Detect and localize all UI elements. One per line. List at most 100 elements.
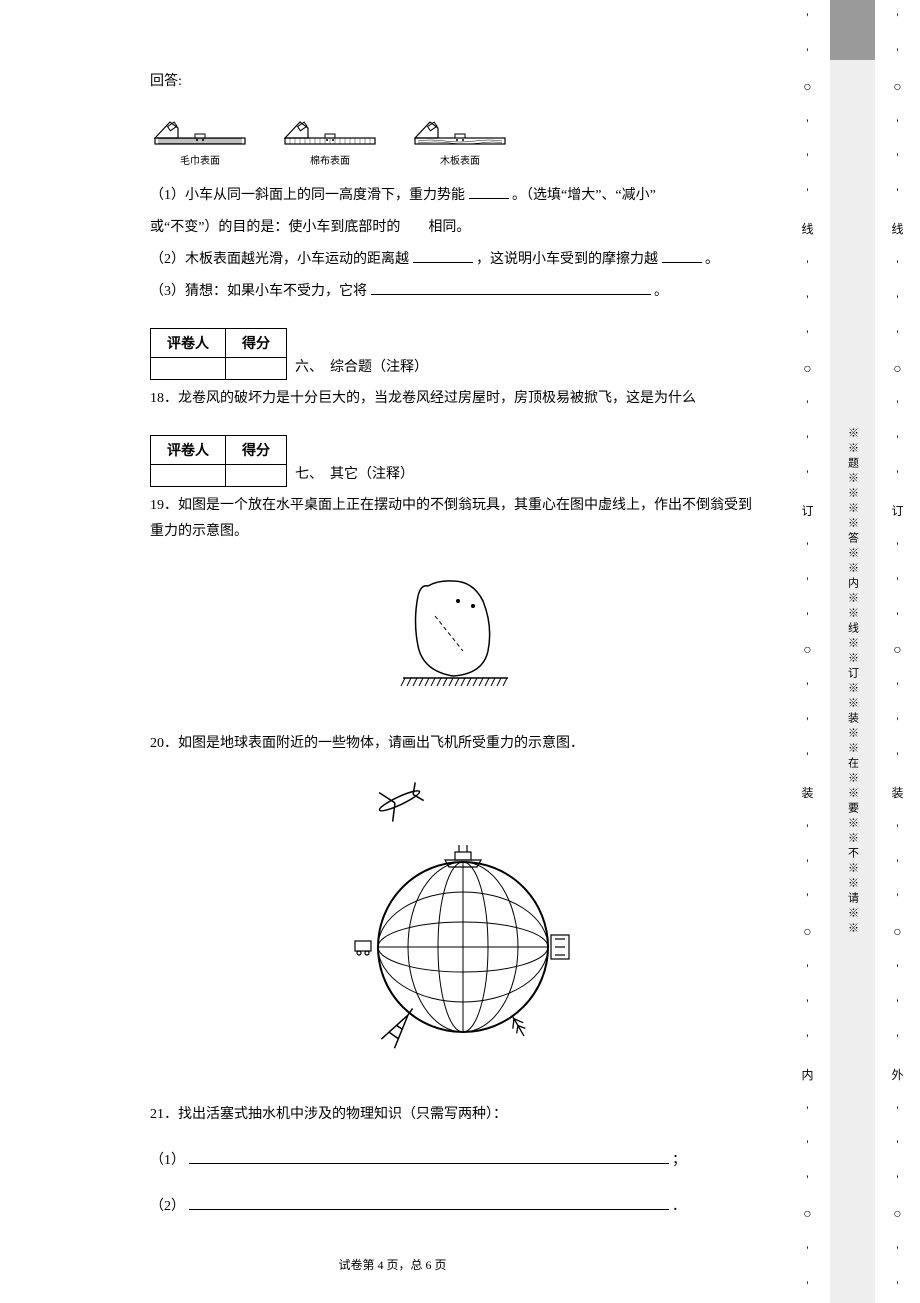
margin-col-1: ' ' ○ ' ' ' 线 ' ' ' ○ ' ' ' 订 ' ' ' ○ ' … <box>785 0 830 1303</box>
circle-mark: ○ <box>803 925 811 941</box>
margin-mark: ' <box>896 961 898 976</box>
blank <box>371 281 651 295</box>
margin-zhuang: 装 <box>891 784 903 801</box>
q19: 19．如图是一个放在水平桌面上正在摆动中的不倒翁玩具，其重心在图中虚线上，作出不… <box>150 493 755 546</box>
margin-mark: ' <box>806 432 808 447</box>
margin-mark: ' <box>806 539 808 554</box>
margin-mark: ' <box>806 609 808 624</box>
section-6-row: 评卷人 得分 六、 综合题（注释） <box>150 316 755 380</box>
margin-mark: ' <box>896 116 898 131</box>
margin-mark: ' <box>806 45 808 60</box>
margin-mark: ' <box>896 327 898 342</box>
q21-i2-label: （2） <box>150 1199 185 1214</box>
figure-caption-1: 毛巾表面 <box>180 152 220 167</box>
q17-l4b: 。 <box>654 284 668 299</box>
margin-mark: ' <box>896 397 898 412</box>
margin-mark: ' <box>896 45 898 60</box>
score-table-7: 评卷人 得分 <box>150 435 287 487</box>
ramp-icon-3 <box>410 110 510 150</box>
margin-mark: ' <box>806 185 808 200</box>
grader-cell <box>151 464 226 486</box>
fill-blank <box>189 1147 669 1164</box>
margin-mark: ' <box>896 185 898 200</box>
margin-xian: 线 <box>801 220 813 237</box>
margin-mark: ' <box>806 821 808 836</box>
ramp-icon-2 <box>280 110 380 150</box>
margin-mark: ' <box>896 1103 898 1118</box>
figure-3: 木板表面 <box>410 110 510 167</box>
q21-i2-end: ． <box>672 1199 686 1214</box>
margin-mark: ' <box>806 1137 808 1152</box>
margin-mark: ' <box>806 10 808 25</box>
earth-icon <box>313 777 593 1077</box>
margin-zhuang: 装 <box>801 784 813 801</box>
margin-mark: ' <box>896 1137 898 1152</box>
q18-num: 18． <box>150 391 178 406</box>
blank <box>413 249 473 263</box>
margin-mark: ' <box>896 257 898 272</box>
circle-mark: ○ <box>893 1207 901 1223</box>
section-6-label: 六、 综合题（注释） <box>295 356 428 376</box>
margin-ding: 订 <box>891 502 903 519</box>
margin-mark: ' <box>896 574 898 589</box>
circle-mark: ○ <box>893 643 901 659</box>
q20-text: 如图是地球表面附近的一些物体，请画出飞机所受重力的示意图． <box>178 736 584 751</box>
ramp-icon-1 <box>150 110 250 150</box>
margin-mark: ' <box>806 1278 808 1293</box>
margin-mark: ' <box>806 714 808 729</box>
ramp-figures: 毛巾表面 <box>150 110 755 167</box>
earth-figure <box>150 777 755 1082</box>
q18-text: 龙卷风的破坏力是十分巨大的，当龙卷风经过房屋时，房顶极易被掀飞，这是为什么 <box>178 391 696 406</box>
margin-mark: ' <box>806 996 808 1011</box>
margin-mark: ' <box>806 890 808 905</box>
figure-1: 毛巾表面 <box>150 110 250 167</box>
q21-text: 找出活塞式抽水机中涉及的物理知识（只需写两种）： <box>178 1107 507 1122</box>
margin-mark: ' <box>806 856 808 871</box>
gray-block <box>830 0 875 60</box>
margin-nei: 内 <box>801 1066 813 1083</box>
grader-header: 评卷人 <box>151 329 226 358</box>
margin-mark: ' <box>806 961 808 976</box>
margin-mark: ' <box>896 292 898 307</box>
circle-mark: ○ <box>893 362 901 378</box>
margin-col-3: ' ' ○ ' ' ' 线 ' ' ' ○ ' ' ' 订 ' ' ' ○ ' … <box>875 0 920 1303</box>
margin-mark: ' <box>806 292 808 307</box>
margin-mark: ' <box>806 150 808 165</box>
figure-caption-3: 木板表面 <box>440 152 480 167</box>
q21: 21．找出活塞式抽水机中涉及的物理知识（只需写两种）： <box>150 1102 755 1129</box>
fill-blank <box>189 1193 669 1210</box>
circle-mark: ○ <box>893 80 901 96</box>
circle-mark: ○ <box>803 362 811 378</box>
margin-mark: ' <box>896 821 898 836</box>
figure-caption-2: 棉布表面 <box>310 152 350 167</box>
margin-mark: ' <box>896 1031 898 1046</box>
q19-text: 如图是一个放在水平桌面上正在摆动中的不倒翁玩具，其重心在图中虚线上，作出不倒翁受… <box>150 498 752 540</box>
q17-l4a: （3）猜想：如果小车不受力，它将 <box>150 284 367 299</box>
tumbler-figure <box>150 566 755 711</box>
q19-num: 19． <box>150 498 178 513</box>
margin-mark: ' <box>806 116 808 131</box>
circle-mark: ○ <box>893 925 901 941</box>
grader-cell <box>151 358 226 380</box>
margin-col-2: ※※题※※※※答※※内※※线※※订※※装※※在※※要※※不※※请※※ <box>830 0 875 1303</box>
margin-mark: ' <box>896 1243 898 1258</box>
margin-mark: ' <box>896 539 898 554</box>
page-content: 回答: 毛巾表面 <box>0 0 785 1265</box>
margin-mark: ' <box>806 1172 808 1187</box>
margin-mark: ' <box>806 1031 808 1046</box>
margin-mark: ' <box>896 467 898 482</box>
score-cell <box>226 464 287 486</box>
q17-l1b: 。（选填“增大”、“减小” <box>512 188 656 203</box>
margin-vertical-text: ※※题※※※※答※※内※※线※※订※※装※※在※※要※※不※※请※※ <box>845 427 861 937</box>
margin-mark: ' <box>896 1278 898 1293</box>
margin-mark: ' <box>806 574 808 589</box>
margin-mark: ' <box>896 714 898 729</box>
margin-mark: ' <box>806 1103 808 1118</box>
margin-mark: ' <box>806 749 808 764</box>
margin-mark: ' <box>806 1243 808 1258</box>
margin-mark: ' <box>896 609 898 624</box>
blank <box>662 249 702 263</box>
q21-i1-end: ； <box>672 1153 686 1168</box>
q21-i1-label: （1） <box>150 1153 185 1168</box>
q17-line4: （3）猜想：如果小车不受力，它将 。 <box>150 278 755 306</box>
